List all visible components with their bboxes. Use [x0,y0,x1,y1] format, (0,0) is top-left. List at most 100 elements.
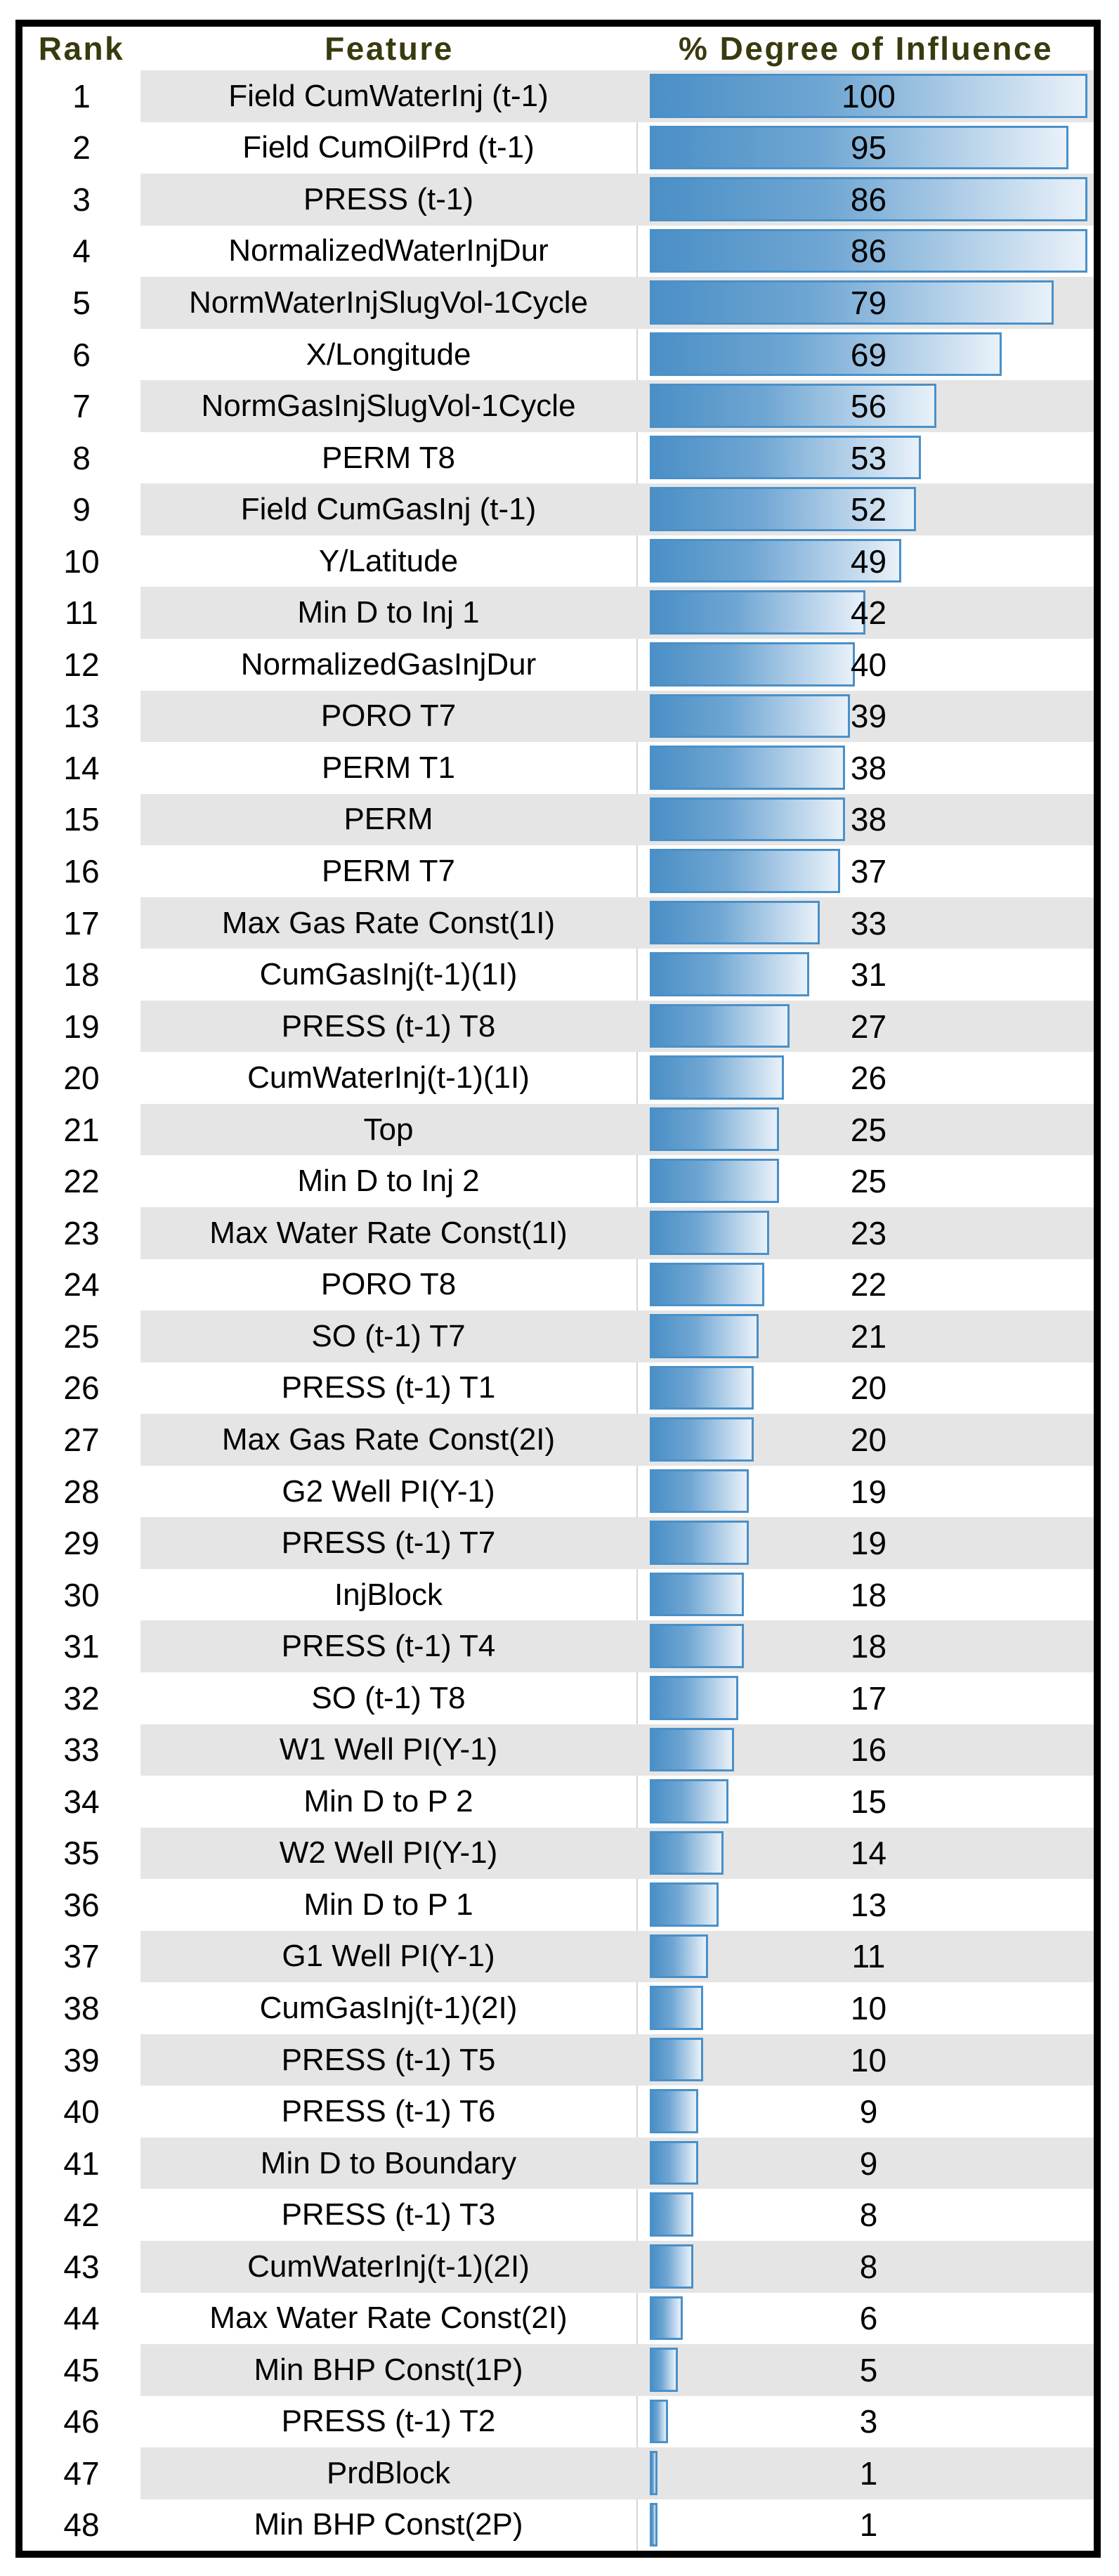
feature-name: Field CumOilPrd (t-1) [140,122,636,174]
influence-bar [650,74,1087,118]
influence-cell: 19 [636,1465,1094,1518]
influence-value: 18 [850,1576,887,1613]
influence-bar [650,384,936,428]
table-row: 43 CumWaterInj(t-1)(2I) 8 [22,2240,1094,2293]
rank-value: 30 [22,1568,140,1621]
table-row: 21 Top 25 [22,1103,1094,1156]
influence-bar [650,2037,703,2082]
influence-cell: 21 [636,1310,1094,1362]
rank-value: 9 [22,483,140,535]
rank-value: 5 [22,277,140,329]
influence-cell: 15 [636,1776,1094,1828]
influence-cell: 8 [636,2240,1094,2293]
influence-bar [650,1727,734,1772]
rank-value: 14 [22,742,140,794]
rank-value: 26 [22,1362,140,1414]
influence-value: 1 [859,2506,878,2544]
influence-value: 14 [850,1835,887,1872]
influence-value: 9 [859,2145,878,2182]
rank-value: 18 [22,949,140,1001]
influence-bar [650,694,850,739]
rank-value: 6 [22,328,140,381]
column-header-rank: Rank [38,30,125,67]
rank-value: 40 [22,2086,140,2138]
table-row: 11 Min D to Inj 1 42 [22,587,1094,639]
table-row: 13 PORO T7 39 [22,690,1094,743]
rows: 1 Field CumWaterInj (t-1) 100 2 Field Cu… [22,70,1094,2551]
feature-name: Min D to P 2 [140,1776,636,1828]
rank-value: 22 [22,1155,140,1208]
influence-value: 22 [850,1266,887,1303]
rank-value: 10 [22,535,140,587]
influence-cell: 10 [636,1982,1094,2034]
table-row: 1 Field CumWaterInj (t-1) 100 [22,70,1094,122]
rank-value: 37 [22,1930,140,1983]
table-row: 22 Min D to Inj 2 25 [22,1155,1094,1208]
rank-value: 39 [22,2034,140,2086]
rank-value: 41 [22,2137,140,2190]
influence-value: 42 [850,594,887,632]
influence-value: 18 [850,1628,887,1665]
influence-value: 100 [842,77,896,115]
table-row: 7 NormGasInjSlugVol-1Cycle 56 [22,380,1094,432]
influence-bar [650,228,1087,273]
table-row: 9 Field CumGasInj (t-1) 52 [22,483,1094,535]
influence-value: 95 [850,129,887,167]
rank-value: 19 [22,1000,140,1053]
influence-value: 39 [850,698,887,735]
feature-name: InjBlock [140,1568,636,1621]
feature-name: PORO T8 [140,1258,636,1311]
feature-name: Min D to P 1 [140,1879,636,1931]
feature-name: PRESS (t-1) T2 [140,2395,636,2448]
influence-cell: 9 [636,2137,1094,2190]
feature-name: Min D to Inj 1 [140,587,636,639]
influence-bar [650,177,1087,221]
influence-bar [650,1159,779,1204]
influence-value: 52 [850,491,887,528]
influence-bar [650,332,1002,377]
rank-value: 29 [22,1517,140,1569]
table-row: 45 Min BHP Const(1P) 5 [22,2344,1094,2396]
table-row: 16 PERM T7 37 [22,845,1094,897]
influence-value: 86 [850,181,887,218]
influence-bar [650,1830,724,1875]
feature-name: PrdBlock [140,2447,636,2499]
feature-name: NormalizedWaterInjDur [140,225,636,278]
influence-cell: 52 [636,483,1094,535]
feature-name: PRESS (t-1) T8 [140,1000,636,1053]
influence-value: 19 [850,1525,887,1562]
influence-cell: 27 [636,1000,1094,1053]
influence-bar [650,2244,693,2289]
influence-bar [650,1779,728,1823]
feature-name: PERM T1 [140,742,636,794]
feature-name: PRESS (t-1) T6 [140,2086,636,2138]
influence-value: 5 [859,2351,878,2388]
influence-value: 38 [850,801,887,838]
table-row: 28 G2 Well PI(Y-1) 19 [22,1465,1094,1518]
rank-value: 4 [22,225,140,278]
feature-name: NormGasInjSlugVol-1Cycle [140,380,636,432]
table-row: 3 PRESS (t-1) 86 [22,174,1094,226]
table-row: 42 PRESS (t-1) T3 8 [22,2189,1094,2241]
feature-name: CumWaterInj(t-1)(1I) [140,1052,636,1104]
table-row: 2 Field CumOilPrd (t-1) 95 [22,122,1094,174]
influence-bar [650,1055,784,1100]
influence-cell: 40 [636,639,1094,691]
influence-cell: 25 [636,1103,1094,1156]
influence-value: 49 [850,542,887,580]
rank-value: 3 [22,174,140,226]
feature-name: W1 Well PI(Y-1) [140,1724,636,1776]
feature-name: PORO T7 [140,690,636,743]
rank-value: 7 [22,380,140,432]
influence-bar [650,1003,790,1048]
rank-value: 33 [22,1724,140,1776]
table-row: 31 PRESS (t-1) T4 18 [22,1620,1094,1672]
influence-bar [650,1469,749,1514]
influence-bar [650,435,921,480]
influence-value: 10 [850,2041,887,2079]
feature-name: CumGasInj(t-1)(2I) [140,1982,636,2034]
influence-cell: 1 [636,2447,1094,2499]
table-row: 33 W1 Well PI(Y-1) 16 [22,1724,1094,1776]
feature-name: G2 Well PI(Y-1) [140,1465,636,1518]
